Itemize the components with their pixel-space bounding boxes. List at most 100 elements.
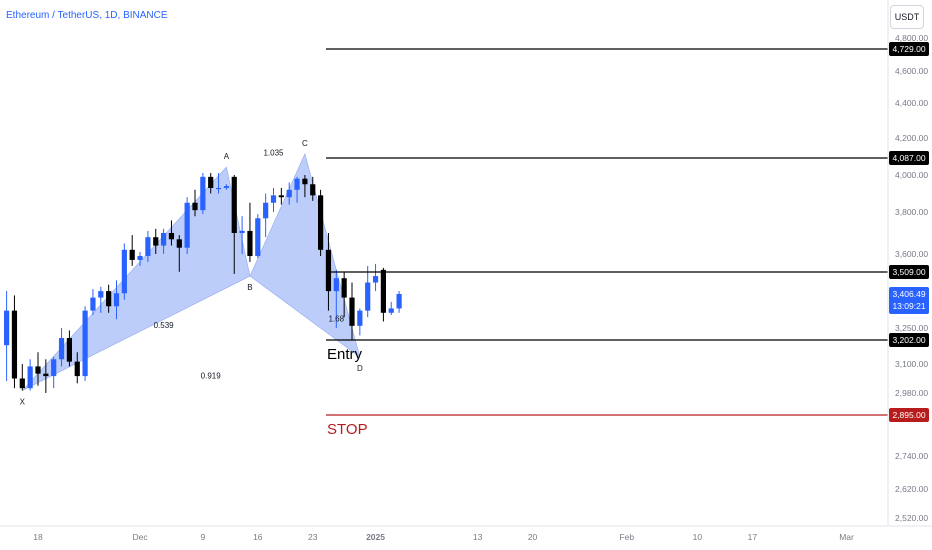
- candle-body: [153, 237, 159, 246]
- pattern-triangle-xab: [22, 166, 251, 391]
- candle-body: [270, 195, 277, 203]
- candle-body: [239, 230, 245, 233]
- level-lines[interactable]: Entry STOP: [326, 48, 888, 438]
- level-price-tag-label: 3,509.00: [892, 267, 925, 277]
- candle-body: [310, 184, 316, 196]
- ratio-label: 1.68: [329, 314, 345, 323]
- level-price-tag-label: 4,087.00: [892, 153, 925, 163]
- currency-button[interactable]: USDT: [890, 5, 924, 29]
- pattern-labels: X A B C D 0.539 1.035 1.68 0.919: [20, 139, 363, 407]
- price-axis[interactable]: 4,800.00 4,600.00 4,400.00 4,200.00 4,000.00…: [887, 0, 928, 526]
- time-tick-label: 9: [200, 532, 205, 542]
- candle-body: [286, 189, 292, 198]
- candle-body: [74, 361, 80, 377]
- level-price-tag-label: 3,202.00: [892, 335, 925, 345]
- time-tick-label: 17: [748, 532, 758, 542]
- candle-body: [302, 178, 308, 185]
- price-tick-label: 2,520.00: [895, 513, 928, 523]
- price-tick-label: 4,000.00: [895, 170, 928, 180]
- price-tick-label: 3,600.00: [895, 249, 928, 259]
- price-tick-label: 2,740.00: [895, 451, 928, 461]
- candle-body: [388, 308, 394, 313]
- candles: [4, 173, 402, 393]
- candle-body: [4, 310, 10, 346]
- time-tick-label: 2025: [366, 532, 385, 542]
- price-tags: 4,729.00 4,087.00 3,509.00 3,202.00 2,895.00…: [889, 42, 929, 422]
- harmonic-pattern: [22, 153, 361, 391]
- candle-body: [106, 291, 112, 307]
- candle-body: [121, 249, 127, 294]
- level-price-tag-label: 2,895.00: [892, 410, 925, 420]
- pattern-point-x: X: [20, 398, 26, 407]
- candle-body: [349, 297, 355, 326]
- candle-body: [168, 233, 175, 240]
- candle-body: [396, 294, 402, 309]
- candle-body: [27, 366, 33, 389]
- candle-body: [294, 178, 300, 190]
- pattern-point-b: B: [247, 283, 252, 292]
- pattern-point-c: C: [302, 139, 308, 148]
- candle-body: [90, 297, 96, 311]
- current-price-tag: [889, 287, 929, 314]
- symbol-title: Ethereum / TetherUS, 1D, BINANCE: [6, 10, 168, 21]
- candle-body: [176, 239, 182, 248]
- candle-body: [247, 230, 253, 256]
- candle-body: [129, 249, 135, 260]
- candle-body: [231, 176, 237, 233]
- candle-body: [333, 278, 339, 292]
- price-tick-label: 4,200.00: [895, 133, 928, 143]
- candle-body: [263, 202, 269, 219]
- candle-body: [380, 269, 386, 313]
- candle-body: [113, 293, 120, 307]
- pattern-triangle-bcd: [249, 153, 361, 358]
- candle-body: [365, 282, 371, 311]
- current-price-label: 3,406.49: [892, 289, 925, 299]
- level-price-tag: [889, 333, 929, 347]
- time-tick-label: Feb: [619, 532, 634, 542]
- candle-body: [51, 359, 57, 377]
- time-tick-label: Mar: [839, 532, 854, 542]
- candle-body: [11, 310, 18, 379]
- candle-body: [58, 338, 65, 360]
- pattern-point-d: D: [357, 364, 363, 373]
- candle-body: [208, 176, 214, 188]
- time-tick-label: 18: [33, 532, 43, 542]
- level-price-tag: [889, 42, 929, 56]
- candle-body: [98, 291, 104, 298]
- candle-body: [341, 278, 347, 298]
- candle-body: [66, 338, 72, 362]
- countdown-label: 13:09:21: [892, 301, 925, 311]
- candle-body: [82, 310, 88, 377]
- pattern-point-a: A: [224, 152, 230, 161]
- candle-body: [19, 378, 25, 389]
- candle-body: [145, 237, 151, 256]
- ratio-label: 0.919: [201, 372, 222, 381]
- price-tick-label: 3,100.00: [895, 359, 928, 369]
- time-tick-label: 20: [528, 532, 538, 542]
- price-tick-label: 4,800.00: [895, 33, 928, 43]
- price-tick-label: 4,400.00: [895, 98, 928, 108]
- time-tick-label: 10: [693, 532, 703, 542]
- stop-label: STOP: [327, 421, 368, 438]
- candle-body: [137, 255, 143, 260]
- candle-body: [255, 218, 261, 256]
- price-tick-label: 2,980.00: [895, 388, 928, 398]
- time-tick-label: 23: [308, 532, 318, 542]
- level-price-tag: [889, 408, 929, 422]
- candle-body: [325, 249, 332, 292]
- candle-body: [278, 195, 284, 198]
- time-tick-label: 16: [253, 532, 263, 542]
- time-tick-label: Dec: [132, 532, 148, 542]
- candle-body: [200, 176, 206, 211]
- time-axis[interactable]: 18 Dec 9 16 23 2025 13 20 Feb 10 17 Mar: [0, 525, 932, 542]
- level-price-tag: [889, 265, 929, 279]
- time-tick-label: 13: [473, 532, 483, 542]
- candle-body: [223, 186, 229, 188]
- price-tick-label: 2,620.00: [895, 484, 928, 494]
- candle-body: [372, 276, 379, 283]
- level-price-tag: [889, 151, 929, 165]
- candle-body: [43, 373, 49, 377]
- candle-body: [35, 366, 41, 374]
- candle-body: [215, 187, 222, 190]
